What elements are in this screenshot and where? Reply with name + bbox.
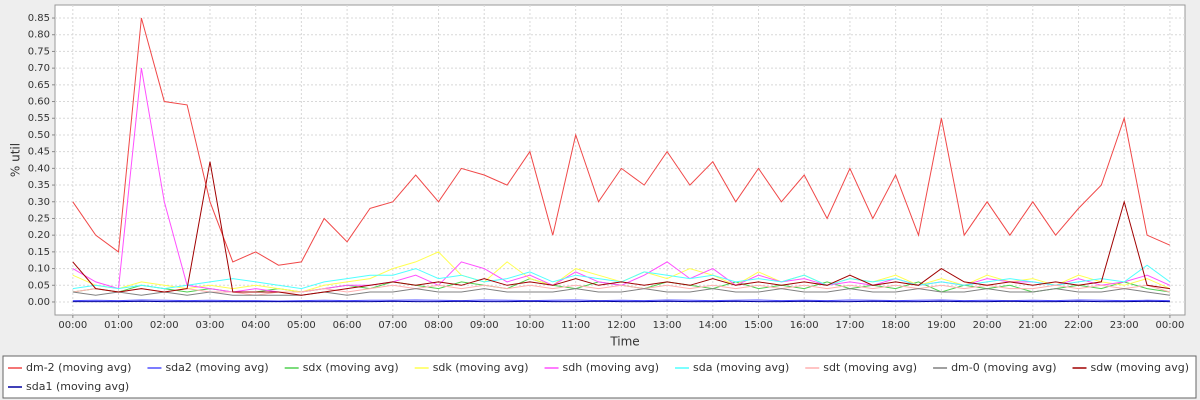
legend-label: sdx (moving avg) [303,361,399,374]
x-tick-label: 22:00 [1064,320,1093,331]
x-tick-label: 09:00 [470,320,499,331]
y-tick-label: 0.05 [28,280,50,291]
x-tick-label: 14:00 [698,320,727,331]
y-tick-label: 0.25 [28,213,50,224]
x-tick-label: 07:00 [378,320,407,331]
x-tick-label: 03:00 [196,320,225,331]
y-tick-label: 0.80 [28,30,50,41]
x-tick-label: 15:00 [744,320,773,331]
series-line [72,161,1170,296]
y-tick-label: 0.20 [28,230,50,241]
x-tick-label: 20:00 [973,320,1002,331]
legend-label: sdw (moving avg) [1091,361,1189,374]
y-tick-label: 0.30 [28,197,50,208]
x-tick-label: 00:00 [1156,320,1185,331]
series-line [72,17,1171,266]
x-tick-label: 16:00 [790,320,819,331]
x-tick-label: 12:00 [607,320,636,331]
y-tick-label: 0.85 [28,13,50,24]
y-tick-label: 0.15 [28,247,50,258]
y-tick-label: 0.40 [28,163,50,174]
series-line [72,299,1170,302]
y-tick-label: 0.35 [28,180,50,191]
plot-area [54,4,1186,316]
x-tick-label: 18:00 [881,320,910,331]
y-axis-label: % util [9,143,23,177]
legend-label: sda2 (moving avg) [165,361,268,374]
y-tick-label: 0.45 [28,147,50,158]
y-tick-label: 0.75 [28,46,50,57]
x-tick-label: 04:00 [241,320,270,331]
x-tick-label: 17:00 [836,320,865,331]
y-tick-label: 0.10 [28,264,50,275]
x-tick-label: 00:00 [58,320,87,331]
x-axis-label: Time [609,335,639,349]
y-tick-label: 0.00 [28,297,50,308]
y-tick-label: 0.50 [28,130,50,141]
x-tick-label: 23:00 [1110,320,1139,331]
x-tick-label: 19:00 [927,320,956,331]
x-tick-label: 05:00 [287,320,316,331]
x-tick-label: 21:00 [1018,320,1047,331]
x-tick-label: 02:00 [150,320,179,331]
legend-label: sda1 (moving avg) [26,380,129,393]
y-tick-label: 0.60 [28,97,50,108]
y-tick-label: 0.65 [28,80,50,91]
legend [2,355,1197,399]
x-tick-label: 11:00 [561,320,590,331]
y-tick-label: 0.70 [28,63,50,74]
legend-label: dm-2 (moving avg) [26,361,131,374]
series-line [72,288,1170,296]
legend-label: sdk (moving avg) [433,361,529,374]
x-tick-label: 10:00 [516,320,545,331]
legend-label: dm-0 (moving avg) [951,361,1056,374]
legend-label: sdh (moving avg) [563,361,659,374]
x-tick-label: 13:00 [653,320,682,331]
x-tick-label: 06:00 [333,320,362,331]
legend-label: sda (moving avg) [693,361,789,374]
x-tick-label: 08:00 [424,320,453,331]
x-tick-label: 01:00 [104,320,133,331]
y-tick-label: 0.55 [28,113,50,124]
legend-label: sdt (moving avg) [823,361,917,374]
